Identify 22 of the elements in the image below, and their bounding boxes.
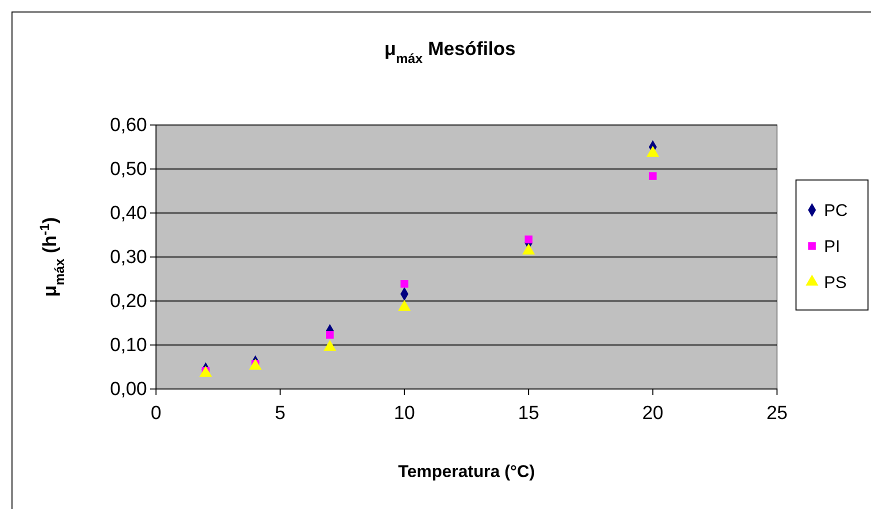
x-tick-label: 5	[274, 402, 286, 424]
point	[524, 236, 532, 244]
point	[648, 172, 657, 180]
point	[326, 331, 334, 339]
y-tick-label: 0,00	[110, 379, 147, 400]
x-tick-label: 25	[766, 402, 788, 424]
y-tick-label: 0,60	[110, 115, 147, 136]
legend-label: PI	[824, 237, 840, 256]
y-tick-label: 0,10	[110, 335, 147, 356]
y-tick-label: 0,20	[110, 291, 147, 312]
y-tick-label: 0,50	[110, 159, 147, 180]
y-tick-label: 0,40	[110, 203, 147, 224]
x-axis-title: Temperatura (°C)	[398, 462, 535, 481]
x-tick-label: 10	[394, 402, 415, 424]
point	[400, 280, 408, 288]
y-tick-label: 0,30	[110, 247, 147, 268]
legend-label: PC	[824, 201, 848, 220]
chart-title: μ$_{máx}$ Mesófilos	[384, 39, 516, 66]
x-tick-label: 20	[642, 402, 664, 424]
x-tick-label: 0	[150, 402, 162, 424]
x-tick-label: 15	[518, 402, 540, 424]
legend-label: PS	[824, 273, 847, 292]
